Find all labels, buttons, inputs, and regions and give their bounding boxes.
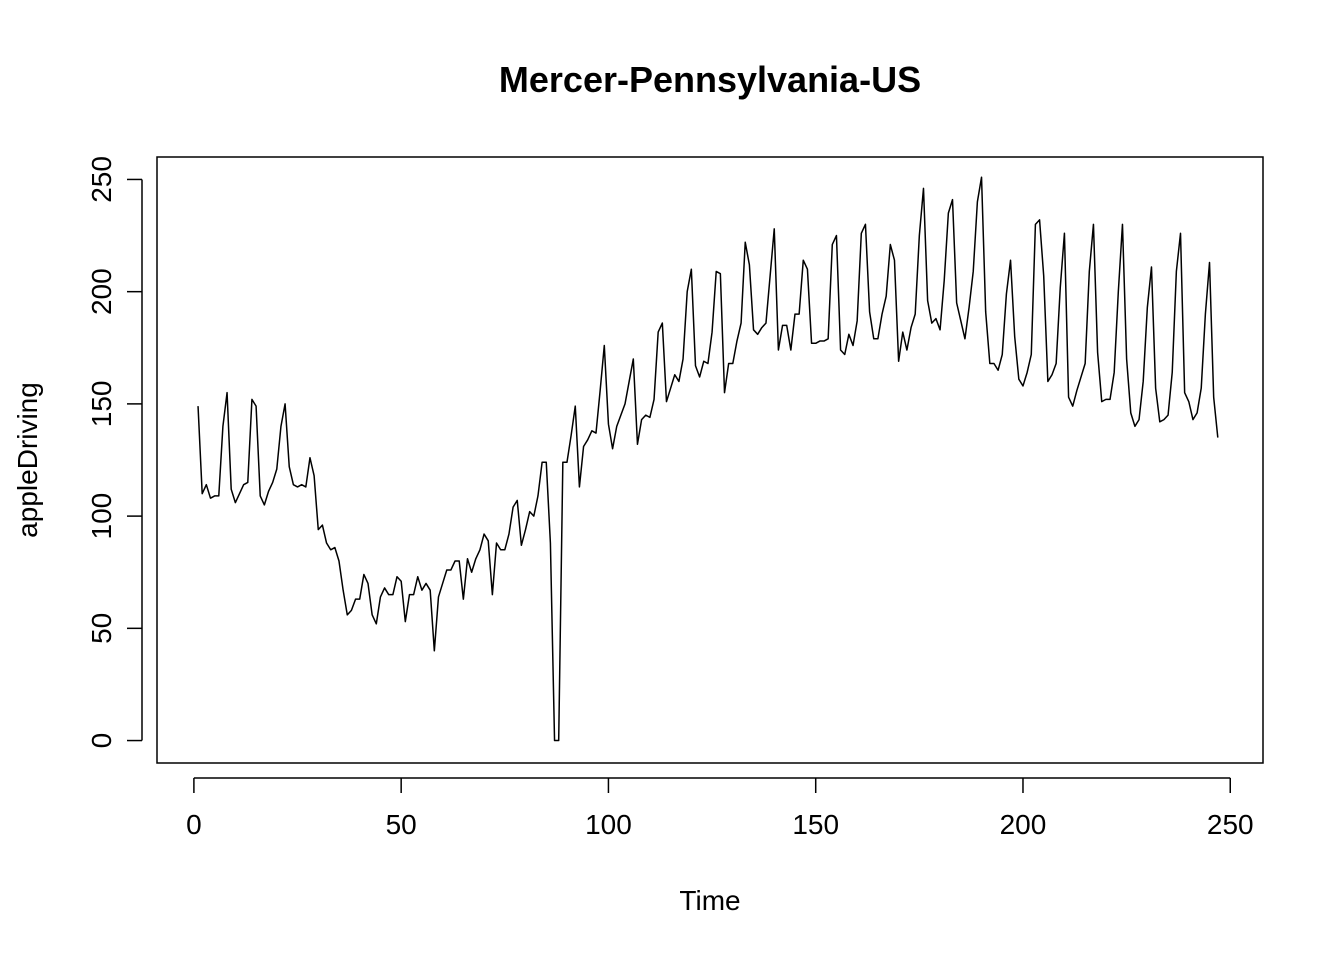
x-tick-label: 50 [386, 809, 417, 840]
x-axis-label: Time [679, 885, 740, 916]
y-tick-label: 200 [86, 268, 117, 315]
series-line [197, 176, 1219, 742]
x-tick-label: 200 [1000, 809, 1047, 840]
y-tick-label: 50 [86, 613, 117, 644]
plot-frame [156, 156, 1264, 764]
x-tick-label: 0 [186, 809, 202, 840]
x-axis: 0 50 100 150 200 250 [186, 777, 1254, 840]
y-tick-label: 0 [86, 733, 117, 749]
x-tick-label: 250 [1207, 809, 1254, 840]
y-tick-label: 150 [86, 381, 117, 428]
y-tick-label: 100 [86, 493, 117, 540]
y-axis: 0 50 100 150 200 250 [86, 156, 143, 749]
y-tick-label: 250 [86, 156, 117, 203]
x-tick-label: 100 [585, 809, 632, 840]
y-axis-label: appleDriving [12, 382, 43, 538]
x-tick-label: 150 [792, 809, 839, 840]
chart-title: Mercer-Pennsylvania-US [499, 59, 921, 100]
